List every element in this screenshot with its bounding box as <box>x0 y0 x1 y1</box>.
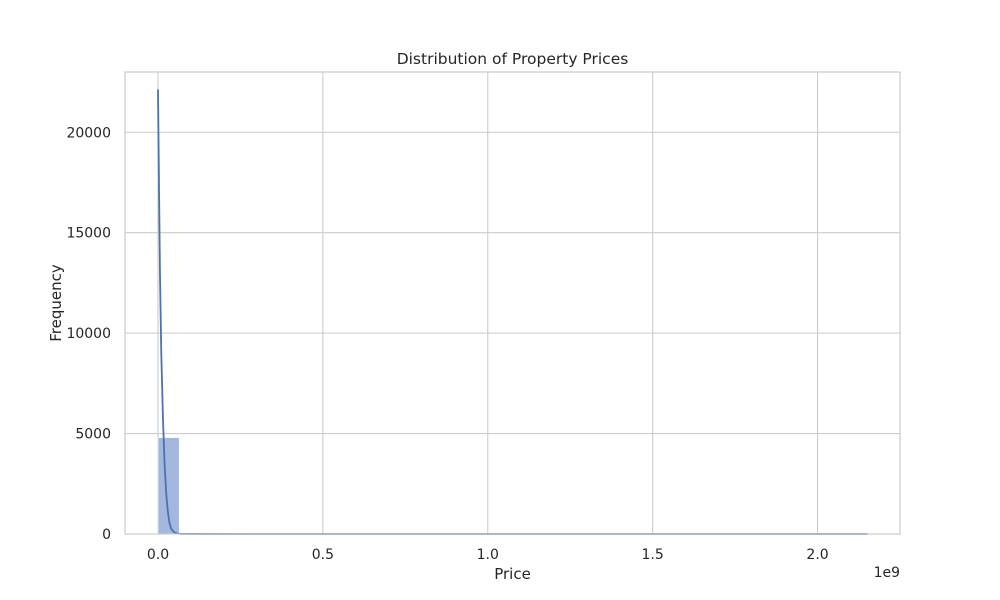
x-axis-offset-label: 1e9 <box>874 565 900 581</box>
y-tick-label: 20000 <box>66 125 111 141</box>
y-tick-label: 15000 <box>66 226 111 242</box>
plot-frame <box>124 71 901 535</box>
x-tick-label: 0.0 <box>147 547 169 563</box>
x-tick-label: 0.5 <box>312 547 334 563</box>
x-axis-label: Price <box>494 565 531 583</box>
y-axis-label: Frequency <box>47 264 65 342</box>
x-tick-label: 1.0 <box>477 547 499 563</box>
x-tick-label: 1.5 <box>642 547 664 563</box>
chart-title: Distribution of Property Prices <box>397 50 629 68</box>
y-tick-label: 10000 <box>66 326 111 342</box>
plot-area-background <box>125 72 900 534</box>
y-tick-labels: 0 5000 10000 15000 20000 <box>66 125 111 543</box>
y-tick-label: 5000 <box>75 427 111 443</box>
x-tick-labels: 0.0 0.5 1.0 1.5 2.0 <box>147 547 829 563</box>
x-tick-label: 2.0 <box>806 547 828 563</box>
y-tick-label: 0 <box>102 527 111 543</box>
